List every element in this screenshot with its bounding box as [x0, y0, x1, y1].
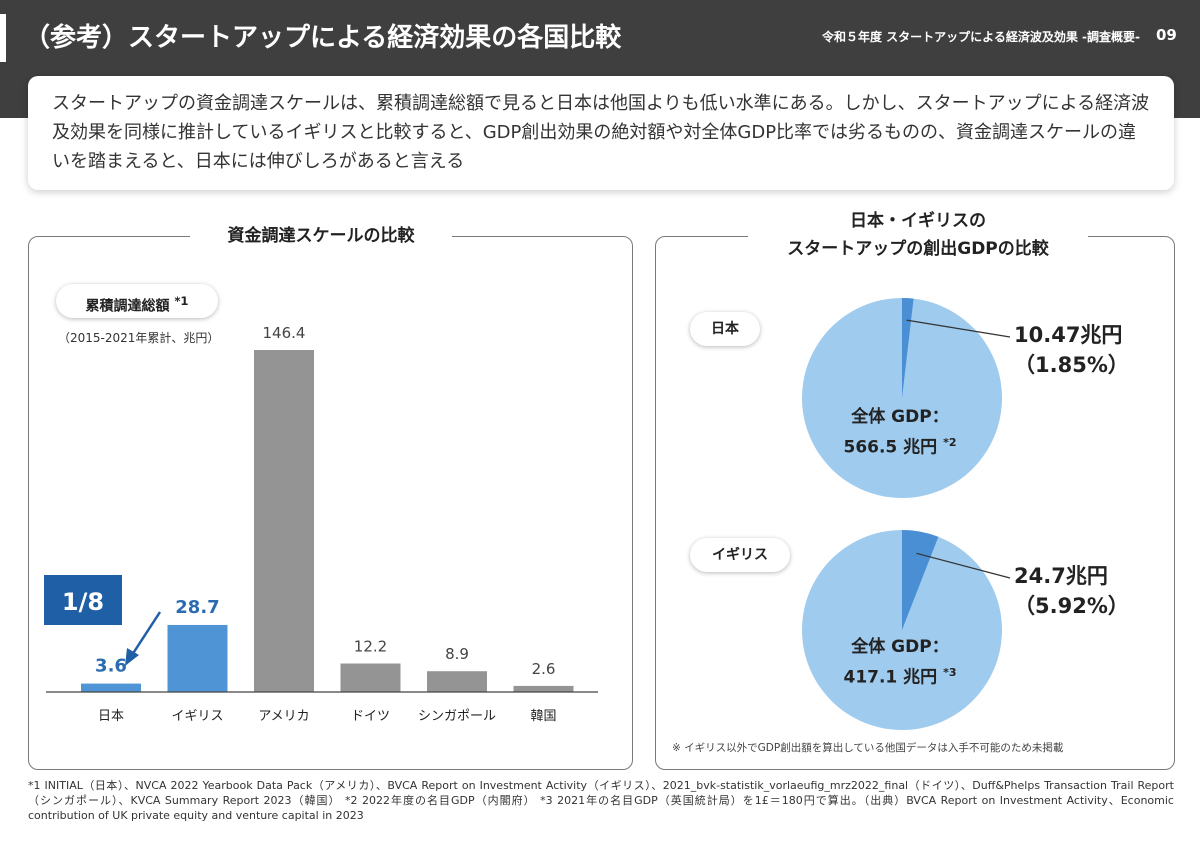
category-label-1: イギリス — [171, 709, 223, 724]
ratio-badge — [44, 575, 122, 625]
uk-total-gdp: 全体 GDP： 417.1 兆円 *3 — [800, 634, 1000, 691]
page-number: 09 — [1156, 26, 1177, 44]
funding-scale-title: 資金調達スケールの比較 — [190, 222, 452, 250]
gdp-data-note: ※ イギリス以外でGDP創出額を算出している他国データは入手不可能のため未掲載 — [672, 742, 1064, 754]
japan-startup-gdp-label: 10.47兆円 （1.85%） — [1014, 320, 1129, 380]
y-axis-unit-note: （2015-2021年累計、兆円） — [58, 331, 220, 345]
bar-0 — [81, 683, 141, 692]
bar-value-label-5: 2.6 — [532, 660, 556, 678]
bar-value-label-2: 146.4 — [263, 324, 306, 342]
japan-total-gdp-value: 566.5 兆円 — [843, 437, 938, 458]
uk-pie-startup-slice — [902, 530, 939, 630]
gdp-comparison-title: 日本・イギリスの スタートアップの創出GDPの比較 — [748, 207, 1088, 265]
category-label-0: 日本 — [98, 709, 124, 724]
bar-1 — [167, 624, 228, 692]
japan-pill: 日本 — [690, 312, 760, 346]
summary-box: スタートアップの資金調達スケールは、累積調達総額で見ると日本は他国よりも低い水準… — [28, 76, 1174, 190]
page-title: （参考）スタートアップによる経済効果の各国比較 — [24, 23, 622, 53]
category-label-5: 韓国 — [530, 709, 556, 724]
category-label-3: ドイツ — [351, 709, 390, 724]
uk-pie-leader-line — [916, 552, 1011, 579]
y-axis-label-footnote-ref: *1 — [174, 294, 189, 308]
uk-total-gdp-label: 全体 GDP： — [851, 637, 949, 657]
funding-scale-panel — [28, 236, 633, 770]
japan-startup-gdp-value: 10.47兆円 — [1014, 323, 1123, 347]
header-accent-bar — [0, 14, 6, 62]
japan-total-gdp-label: 全体 GDP： — [851, 407, 949, 427]
uk-total-gdp-value: 417.1 兆円 — [843, 667, 938, 688]
bar-value-label-1: 28.7 — [175, 597, 219, 618]
summary-text: スタートアップの資金調達スケールは、累積調達総額で見ると日本は他国よりも低い水準… — [52, 93, 1150, 172]
bar-3 — [340, 663, 401, 692]
japan-total-gdp: 全体 GDP： 566.5 兆円 *2 — [800, 404, 1000, 461]
bar-value-label-0: 3.6 — [95, 656, 127, 677]
footnotes: *1 INITIAL（日本）、NVCA 2022 Yearbook Data P… — [28, 779, 1174, 822]
uk-startup-gdp-label: 24.7兆円 （5.92%） — [1014, 561, 1129, 621]
category-label-2: アメリカ — [258, 709, 309, 724]
uk-total-gdp-footnote-ref: *3 — [943, 666, 957, 679]
ratio-arrow-line — [130, 611, 162, 656]
gdp-comparison-title-line1: 日本・イギリスの — [850, 211, 986, 231]
ratio-badge-text: 1/8 — [62, 588, 104, 616]
bar-value-label-4: 8.9 — [445, 645, 469, 663]
report-subtitle: 令和５年度 スタートアップによる経済波及効果 -調査概要- — [822, 30, 1140, 44]
uk-startup-gdp-value: 24.7兆円 — [1014, 564, 1108, 588]
gdp-comparison-title-line2: スタートアップの創出GDPの比較 — [787, 239, 1049, 259]
y-axis-label-pill: 累積調達総額 *1 — [56, 284, 218, 318]
category-label-4: シンガポール — [418, 709, 496, 724]
japan-pie-leader-line — [906, 319, 1011, 338]
bar-2 — [254, 350, 314, 692]
japan-pie-startup-slice — [902, 298, 914, 398]
ratio-arrow-head — [125, 648, 139, 666]
japan-total-gdp-footnote-ref: *2 — [943, 436, 957, 449]
bar-4 — [427, 671, 487, 692]
bar-5 — [513, 685, 574, 692]
bar-value-label-3: 12.2 — [354, 638, 387, 656]
y-axis-label: 累積調達総額 — [85, 298, 170, 315]
japan-startup-gdp-percent: （1.85%） — [1014, 353, 1129, 377]
uk-startup-gdp-percent: （5.92%） — [1014, 594, 1129, 618]
uk-pill: イギリス — [690, 538, 790, 572]
